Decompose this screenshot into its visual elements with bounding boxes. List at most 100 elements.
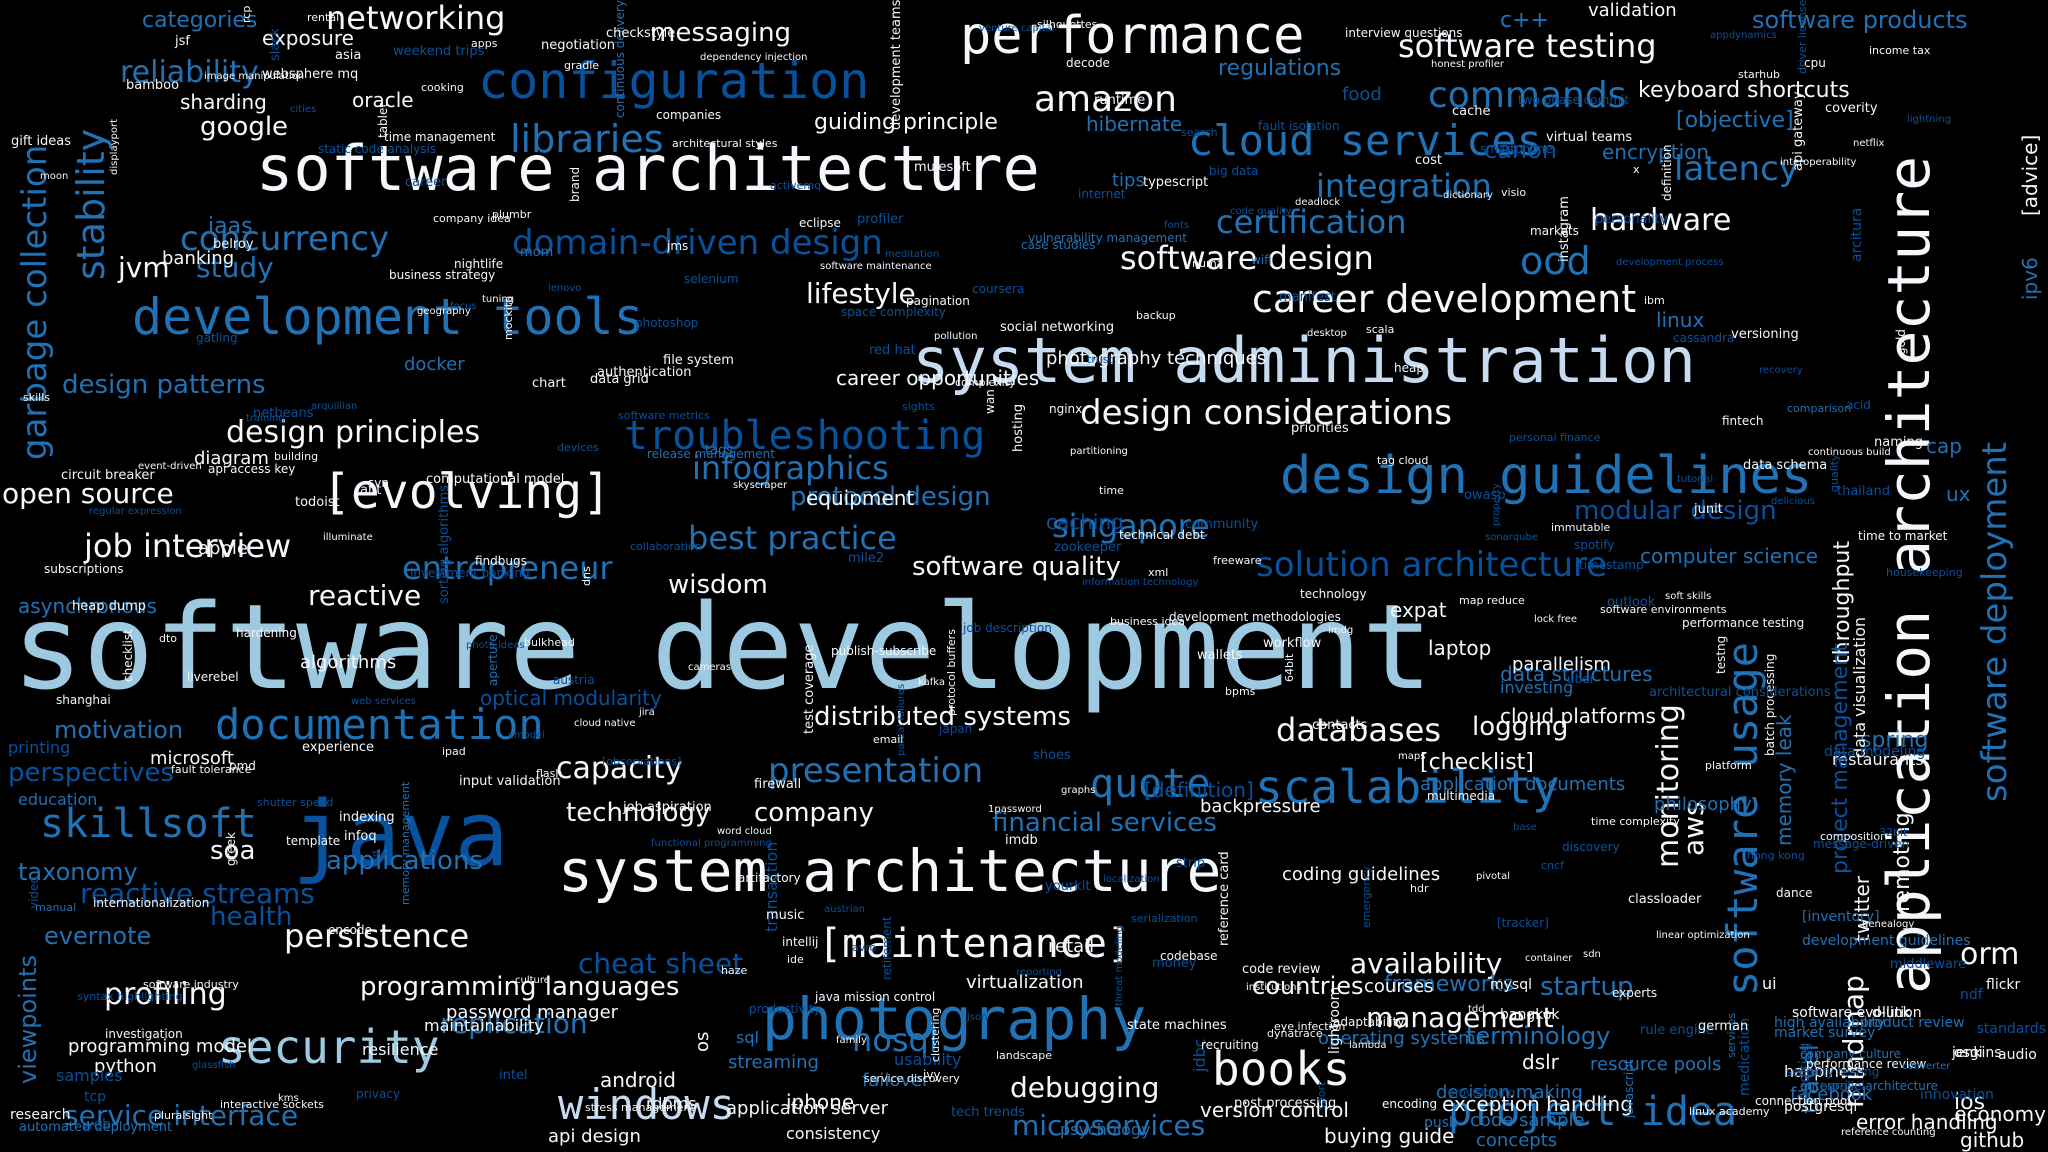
word-job-description: job description: [963, 621, 1052, 635]
word-laptop: laptop: [1428, 636, 1492, 660]
word-slack: slack: [268, 27, 283, 61]
word-bangkok: bangkok: [1500, 1007, 1560, 1023]
word-encoding: encoding: [1382, 1097, 1438, 1111]
word-optical-modularity: optical modularity: [480, 686, 662, 710]
word-books: books: [1212, 1042, 1351, 1096]
word-hardening: hardening: [236, 626, 297, 640]
word-software-industry: software industry: [143, 978, 239, 991]
word-functional-programming: functional programming: [651, 838, 772, 849]
word-wallets: wallets: [1197, 648, 1243, 663]
word-social-networking: social networking: [1000, 320, 1115, 335]
word-privacy: privacy: [356, 1087, 401, 1101]
word-base: base: [1513, 822, 1537, 833]
word-file-system: file system: [663, 353, 734, 368]
word-api-design: api design: [548, 1126, 641, 1147]
word-delicious: delicious: [1771, 496, 1815, 507]
word-development-tools: development tools: [132, 288, 644, 346]
word-printing: printing: [8, 738, 71, 757]
word-syntax-highlighting: syntax highlighting: [77, 990, 183, 1003]
word-software-testing: software testing: [1398, 27, 1657, 65]
word-system-architecture: system architecture: [558, 837, 1222, 905]
word-sights: sights: [902, 400, 935, 413]
word-timestamp: timestamp: [1579, 558, 1644, 572]
word-dslr: dslr: [1522, 1050, 1559, 1074]
word-intellij: intellij: [782, 935, 819, 949]
word-indexing: indexing: [339, 810, 395, 825]
word-courses: courses: [1364, 976, 1434, 997]
word-personal-finance: personal finance: [1509, 431, 1601, 444]
word-interview-questions: interview questions: [1345, 26, 1463, 40]
word-canon: canon: [1484, 136, 1558, 164]
word-tips: tips: [1112, 170, 1145, 191]
word-devices: devices: [557, 441, 599, 454]
word-tdd: tdd: [1468, 1004, 1485, 1015]
word-priorities: priorities: [1291, 421, 1349, 436]
word-xml: xml: [1148, 566, 1169, 579]
word-fintech: fintech: [1722, 414, 1764, 428]
word-programming-languages: programming languages: [360, 972, 680, 1002]
word-experts: experts: [1612, 986, 1658, 1000]
word-building: building: [274, 450, 319, 463]
word-cap: cap: [1926, 434, 1962, 458]
word-backup: backup: [1136, 309, 1176, 322]
word-findbugs: findbugs: [475, 554, 527, 568]
word-performance-testing: performance testing: [1682, 616, 1805, 630]
word-java: java: [292, 782, 509, 887]
word-technology: technology: [1300, 587, 1367, 601]
word-service-interface: service interface: [64, 1099, 299, 1132]
word-xsd: xsd: [371, 850, 382, 868]
word-expat: expat: [1390, 598, 1447, 622]
word-tablet: tablet: [376, 102, 390, 138]
word-data-schema: data schema: [1743, 458, 1828, 473]
word-software-development: software development: [12, 578, 1433, 716]
word-keyboard-shortcuts: keyboard shortcuts: [1638, 78, 1850, 103]
word-stress-management: stress management: [585, 1101, 695, 1114]
word-spotify: spotify: [1574, 538, 1615, 552]
word-troubleshooting: troubleshooting: [624, 413, 986, 459]
word-development-process: development process: [1616, 257, 1724, 268]
word-weekend-trips: weekend trips: [393, 44, 485, 59]
word-software-design: software design: [1120, 239, 1374, 277]
word-intel: intel: [499, 1068, 528, 1083]
word-activemq: activemq: [770, 179, 822, 192]
word-threat-modeling: threat modeling: [1114, 925, 1125, 1006]
word-gradle: gradle: [564, 59, 600, 72]
word-design-guidelines: design guidelines: [1280, 446, 1813, 506]
word-investing: investing: [1500, 678, 1574, 697]
word-german: german: [1698, 1019, 1749, 1034]
word-infographics: infographics: [692, 449, 889, 487]
word-product-review: product review: [1860, 1015, 1965, 1031]
word-ndf: ndf: [1960, 987, 1983, 1003]
word-technology: technology: [566, 798, 711, 828]
word-availability: availability: [1350, 947, 1503, 980]
word-hibernate: hibernate: [1086, 112, 1183, 136]
word-eclipse: eclipse: [799, 216, 841, 230]
word-kafka: kafka: [918, 677, 946, 688]
word-company-idea: company idea: [433, 212, 511, 225]
word-lock-free: lock free: [1534, 614, 1578, 625]
word-runtime: runtime: [1094, 93, 1146, 108]
word-image-manipulation: image manipulation: [204, 71, 305, 82]
word-perspectives: perspectives: [8, 758, 174, 788]
word-continuous-build: continuous build: [1808, 447, 1891, 458]
word-docker: docker: [404, 354, 465, 375]
word-meditation: meditation: [885, 249, 940, 260]
word-inventory: [inventory]: [1802, 909, 1880, 925]
word-iaas: iaas: [208, 214, 253, 239]
word-retirement: retirement: [880, 916, 894, 980]
word-postgresql: postgresql: [1784, 1099, 1858, 1115]
word-linux: linux: [1656, 308, 1705, 332]
word-ipv6: ipv6: [2018, 257, 2042, 300]
word-infoq: infoq: [344, 829, 377, 844]
word-documentation: documentation: [215, 700, 544, 749]
word-numa: numa: [1192, 257, 1224, 270]
word-internationalization: internationalization: [93, 896, 210, 910]
word-cost: cost: [1415, 153, 1442, 168]
word-publish-subscribe: publish-subscribe: [831, 644, 937, 658]
word-asynchronous: asynchronous: [18, 594, 157, 618]
word-job-interview: job interview: [84, 527, 292, 565]
word-driver-license: driver license: [1796, 0, 1809, 75]
word-flickr: flickr: [1986, 977, 2021, 993]
word-career-development: career development: [1252, 277, 1637, 321]
word-retail: retail: [1048, 936, 1095, 957]
